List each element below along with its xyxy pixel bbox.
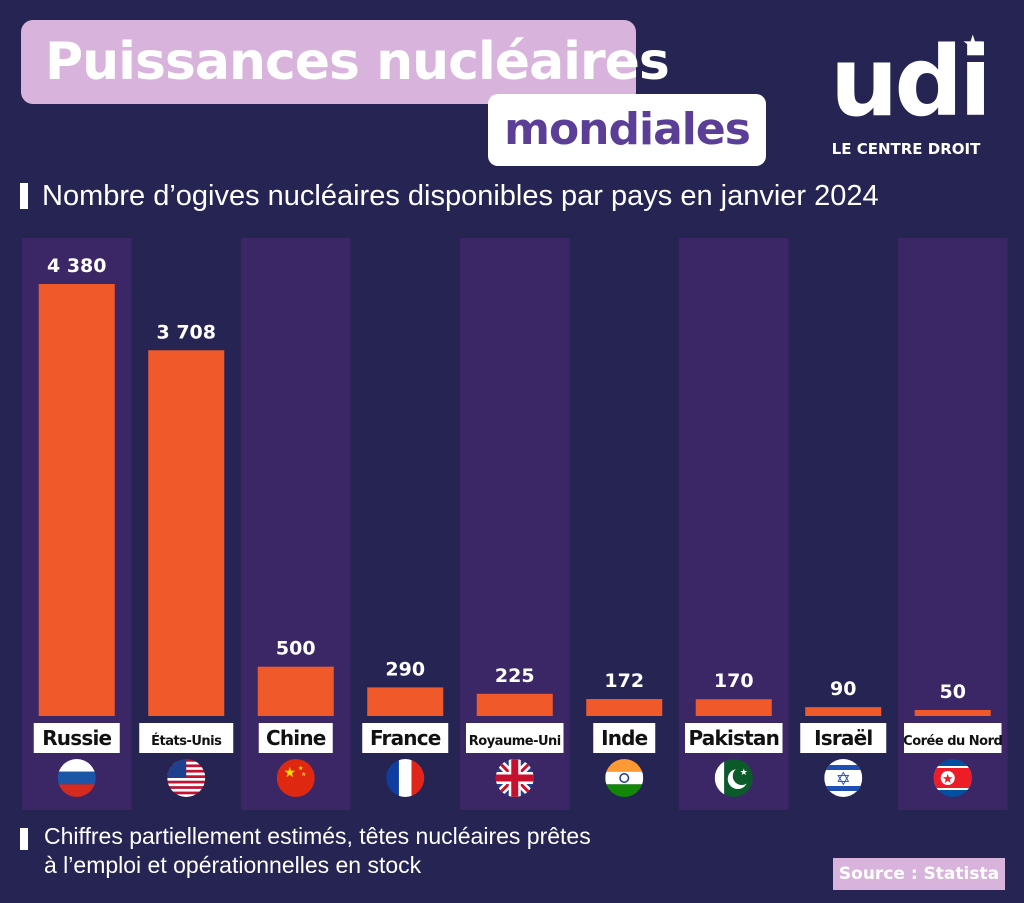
- note-marker: [20, 828, 28, 850]
- category-label-7: Israël: [814, 726, 872, 750]
- category-label-bg-7: [800, 723, 887, 753]
- bar-7: [805, 707, 882, 716]
- svg-text:★: ★: [942, 772, 954, 787]
- category-label-bg-1: [139, 723, 234, 753]
- category-label-bg-3: [362, 723, 449, 753]
- svg-text:✡: ✡: [836, 769, 851, 790]
- flag-uk-icon: [495, 759, 534, 797]
- bar-8: [914, 710, 991, 716]
- value-label-3: 290: [385, 658, 425, 680]
- bar-5: [586, 699, 663, 716]
- value-label-1: 3 708: [157, 321, 217, 343]
- footnote-line-1: Chiffres partiellement estimés, têtes nu…: [44, 823, 591, 849]
- chart-title: Nombre d’ogives nucléaires disponibles p…: [42, 180, 879, 212]
- flag-france-icon: [386, 759, 425, 797]
- category-label-2: Chine: [266, 726, 326, 750]
- category-label-0: Russie: [42, 726, 111, 750]
- source-badge: Source : Statista: [833, 858, 1005, 890]
- title-line-1: Puissances nucléaires: [21, 20, 670, 104]
- subtitle-marker: [20, 183, 28, 209]
- udi-logo: udi ★ LE CENTRE DROIT: [830, 26, 992, 167]
- star-icon: ★: [962, 30, 984, 58]
- value-label-8: 50: [940, 681, 966, 703]
- value-label-7: 90: [830, 678, 856, 700]
- category-label-bg-8: [904, 723, 1002, 753]
- svg-text:★: ★: [298, 765, 303, 772]
- value-label-4: 225: [495, 665, 535, 687]
- value-label-5: 172: [604, 670, 644, 692]
- title-line-2: mondiales: [488, 94, 766, 166]
- category-label-bg-2: [258, 723, 333, 753]
- svg-text:★: ★: [301, 771, 306, 778]
- category-label-bg-4: [466, 723, 564, 753]
- value-label-6: 170: [714, 670, 754, 692]
- footnote: Chiffres partiellement estimés, têtes nu…: [44, 822, 591, 880]
- category-label-6: Pakistan: [688, 726, 779, 750]
- bar-3: [367, 687, 444, 716]
- category-label-4: Royaume-Uni: [469, 734, 561, 749]
- svg-text:★: ★: [740, 768, 748, 778]
- bar-2: [257, 666, 334, 716]
- category-label-bg-5: [593, 723, 656, 753]
- bar-1: [148, 350, 225, 716]
- flag-israel-icon: ✡: [824, 759, 863, 797]
- bar-6: [695, 699, 772, 716]
- svg-text:★: ★: [283, 765, 296, 781]
- logo-tagline: LE CENTRE DROIT: [831, 140, 981, 158]
- flag-russia-icon: [57, 759, 96, 797]
- category-label-8: Corée du Nord: [903, 734, 1002, 749]
- value-label-0: 4 380: [47, 255, 107, 277]
- flag-india-icon: [605, 759, 644, 797]
- bar-0: [38, 284, 115, 716]
- flag-china-icon: ★ ★★: [276, 759, 315, 797]
- bar-4: [476, 693, 553, 716]
- category-label-bg-6: [685, 723, 783, 753]
- category-label-bg-0: [33, 723, 120, 753]
- flag-usa-icon: [167, 759, 206, 797]
- category-label-1: États-Unis: [151, 733, 222, 749]
- flag-north-korea-icon: ★: [933, 759, 972, 797]
- category-label-3: France: [370, 726, 441, 750]
- footnote-line-2: à l’emploi et opérationnelles en stock: [44, 852, 422, 878]
- logo-text: udi: [830, 26, 992, 138]
- value-label-2: 500: [276, 638, 316, 660]
- category-label-5: Inde: [601, 726, 648, 750]
